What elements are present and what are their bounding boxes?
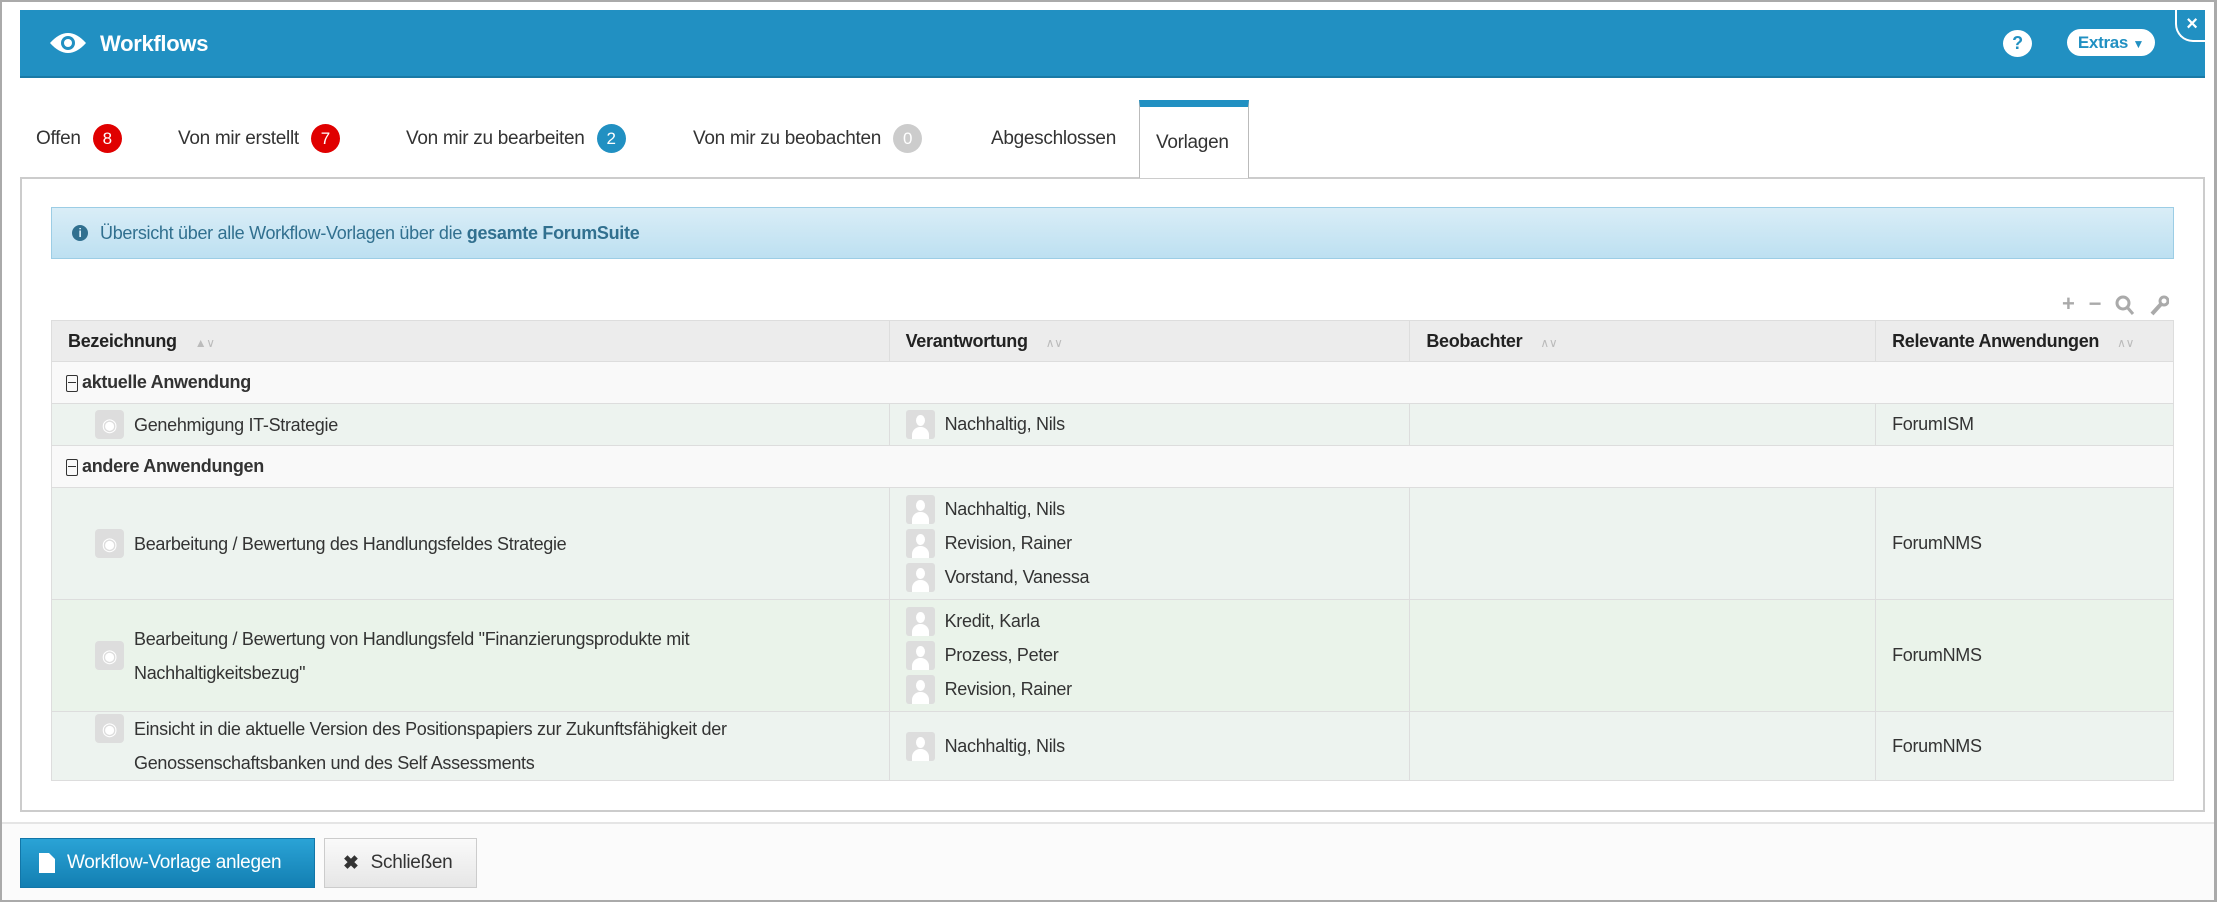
column-header-relevante-anwendungen[interactable]: Relevante Anwendungen ∧∨ [1875,320,2174,362]
apps-cell: ForumNMS [1875,711,2174,781]
responsible-name: Vorstand, Vanessa [944,567,1090,587]
group-label: andere Anwendungen [82,456,264,476]
column-label: Relevante Anwendungen [1892,330,2100,351]
tab-vorlagen[interactable]: Vorlagen [1139,100,1249,178]
close-icon[interactable]: × [2175,10,2207,42]
search-icon[interactable] [2115,295,2135,317]
info-alert: i Übersicht über alle Workflow-Vorlagen … [51,207,2174,259]
expand-all-icon[interactable]: + [2062,291,2075,316]
tab-abgeschlossen[interactable]: Abgeschlossen [991,100,1116,177]
apps-cell: ForumNMS [1875,487,2174,600]
tab-von-mir-erstellt[interactable]: Von mir erstellt 7 [178,100,340,177]
templates-table: Bezeichnung ▲∨ Verantwortung ∧∨ Beobachter… [51,320,2174,781]
caret-down-icon: ▼ [2132,37,2145,51]
tab-bar: Offen 8 Von mir erstellt 7 Von mir zu bear… [20,100,2205,178]
template-name: Einsicht in die aktuelle Version des Pos… [134,719,727,773]
responsible-name: Nachhaltig, Nils [944,499,1066,519]
sort-icon: ∧∨ [1045,335,1063,350]
info-text: Übersicht über alle Workflow-Vorlagen üb… [100,222,463,243]
responsible-name: Revision, Rainer [944,679,1073,699]
tab-von-mir-zu-bearbeiten[interactable]: Von mir zu bearbeiten 2 [406,100,626,177]
avatar [905,641,935,670]
column-label: Bezeichnung [68,330,177,351]
table-toolbar: + − [2062,291,2170,317]
table-row[interactable]: ◉ Genehmigung IT-Strategie Nachhaltig, Ni… [51,403,2174,446]
collapse-icon[interactable] [66,374,78,392]
template-name: Bearbeitung / Bewertung von Handlungsfel… [134,628,690,683]
responsible-name: Kredit, Karla [944,611,1040,631]
button-label: Schließen [370,852,453,873]
info-strong: gesamte ForumSuite [466,222,640,243]
group-row[interactable]: andere Anwendungen [51,445,2174,488]
observers-cell [1409,711,1877,781]
group-row[interactable]: aktuelle Anwendung [51,361,2174,404]
column-label: Beobachter [1426,330,1523,351]
button-label: Workflow-Vorlage anlegen [67,852,282,873]
avatar [905,675,935,704]
create-template-button[interactable]: Workflow-Vorlage anlegen [20,838,315,888]
group-label: aktuelle Anwendung [82,372,251,392]
count-badge: 2 [596,124,626,153]
responsible-name: Revision, Rainer [944,533,1073,553]
responsible-name: Nachhaltig, Nils [944,414,1066,434]
tab-label: Von mir zu bearbeiten [406,127,585,149]
eye-icon [50,33,86,53]
eye-icon[interactable]: ◉ [95,410,124,439]
file-icon [39,853,55,873]
avatar [905,495,935,524]
column-label: Verantwortung [905,330,1028,351]
tab-label: Vorlagen [1156,131,1229,153]
count-badge: 8 [92,124,122,153]
eye-icon[interactable]: ◉ [95,714,124,743]
table-row[interactable]: ◉ Einsicht in die aktuelle Version des Po… [51,711,2174,781]
count-badge: 7 [310,124,340,153]
column-header-beobachter[interactable]: Beobachter ∧∨ [1409,320,1877,362]
tab-label: Von mir zu beobachten [693,127,882,149]
avatar [905,410,935,439]
tab-von-mir-zu-beobachten[interactable]: Von mir zu beobachten 0 [693,100,923,177]
sort-icon: ∧∨ [1540,335,1558,350]
wrench-icon[interactable] [2149,295,2170,317]
collapse-all-icon[interactable]: − [2088,291,2102,316]
extras-label: Extras [2077,33,2129,52]
close-button[interactable]: ✖ Schließen [324,838,477,888]
help-button[interactable]: ? [2003,30,2032,57]
tab-panel [20,177,2205,812]
tab-offen[interactable]: Offen 8 [36,100,122,177]
table-row[interactable]: ◉ Bearbeitung / Bewertung des Handlungsfe… [51,487,2174,600]
apps-cell: ForumNMS [1875,599,2174,712]
responsible-name: Nachhaltig, Nils [944,735,1066,756]
avatar [905,607,935,636]
template-name: Bearbeitung / Bewertung des Handlungsfel… [134,533,567,554]
eye-icon[interactable]: ◉ [95,529,124,558]
dialog-header: Workflows [20,10,2205,78]
info-icon: i [72,225,88,241]
responsible-name: Prozess, Peter [944,645,1059,665]
observers-cell [1409,403,1877,446]
observers-cell [1409,599,1877,712]
column-header-verantwortung[interactable]: Verantwortung ∧∨ [888,320,1411,362]
avatar [905,563,935,592]
dialog-footer: Workflow-Vorlage anlegen ✖ Schließen [2,822,2214,900]
tab-label: Abgeschlossen [991,127,1116,149]
avatar [905,731,935,761]
tab-label: Offen [36,127,81,149]
eye-icon[interactable]: ◉ [95,641,124,670]
avatar [905,529,935,558]
sort-icon: ▲∨ [194,335,215,350]
template-name: Genehmigung IT-Strategie [134,414,338,435]
sort-icon: ∧∨ [2117,335,2135,350]
extras-dropdown[interactable]: Extras ▼ [2067,29,2155,56]
apps-cell: ForumISM [1875,403,2174,446]
observers-cell [1409,487,1877,600]
table-row[interactable]: ◉ Bearbeitung / Bewertung von Handlungsfe… [51,599,2174,712]
count-badge: 0 [893,124,923,153]
collapse-icon[interactable] [66,458,78,476]
times-icon: ✖ [343,852,359,874]
tab-label: Von mir erstellt [178,127,299,149]
dialog-title: Workflows [100,31,209,56]
column-header-bezeichnung[interactable]: Bezeichnung ▲∨ [51,320,890,362]
